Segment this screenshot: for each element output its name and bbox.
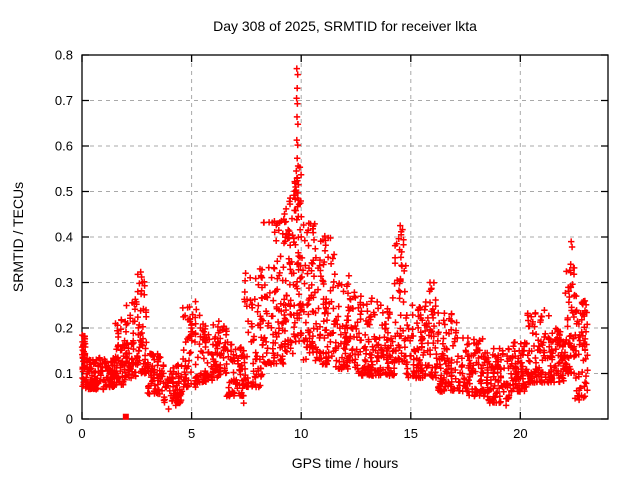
y-tick-label: 0.7 [55,93,73,108]
x-tick-label: 5 [188,426,195,441]
x-tick-label: 10 [294,426,308,441]
y-tick-label: 0.5 [55,184,73,199]
y-tick-label: 0.4 [55,230,73,245]
y-tick-label: 0 [66,412,73,427]
y-tick-label: 0.3 [55,275,73,290]
x-axis-label: GPS time / hours [291,455,399,471]
x-tick-label: 15 [404,426,418,441]
y-tick-label: 0.6 [55,139,73,154]
plot-border [81,54,609,420]
x-tick-label: 20 [513,426,527,441]
x-tick-label: 0 [78,426,85,441]
y-tick-label: 0.8 [55,48,73,63]
y-tick-label: 0.1 [55,366,73,381]
special-square-point [122,413,129,420]
chart-title: Day 308 of 2025, SRMTID for receiver lkt… [213,18,477,34]
scatter-points [78,65,591,413]
y-tick-label: 0.2 [55,321,73,336]
